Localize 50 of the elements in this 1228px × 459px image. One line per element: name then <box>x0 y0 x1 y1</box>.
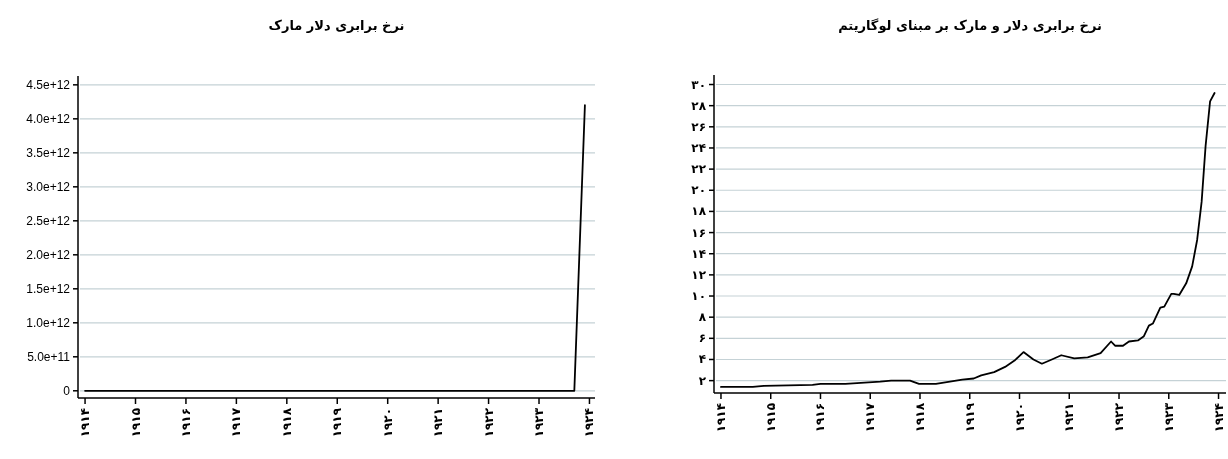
x-tick-label: ۱۹۲۱ <box>1062 403 1077 433</box>
x-tick-label: ۱۹۲۲ <box>481 407 496 438</box>
x-tick-label: ۱۹۱۷ <box>863 402 878 433</box>
y-tick-label: 4.5e+12 <box>26 77 71 92</box>
x-tick-label: ۱۹۲۰ <box>380 408 395 438</box>
y-tick-label: ۲۸ <box>691 98 707 113</box>
y-tick-label: ۶ <box>698 331 706 346</box>
chart-title: نرخ برابری دلار مارک <box>268 18 405 33</box>
x-tick-label: ۱۹۲۳ <box>532 407 547 438</box>
y-tick-label: ۲۶ <box>691 119 706 134</box>
y-tick-label: ۱۴ <box>691 246 706 261</box>
y-tick-label: ۱۰ <box>691 289 706 304</box>
y-tick-label: 4.0e+12 <box>26 111 71 126</box>
y-tick-label: 3.0e+12 <box>26 179 71 194</box>
y-tick-label: ۴ <box>698 352 706 367</box>
y-tick-label: ۳۰ <box>691 77 706 92</box>
y-tick-label: ۱۲ <box>691 267 707 282</box>
x-tick-label: ۱۹۱۸ <box>912 402 927 433</box>
x-tick-label: ۱۹۱۴ <box>78 408 93 438</box>
y-tick-label: ۱۶ <box>691 225 706 240</box>
x-tick-label: ۱۹۱۶ <box>178 408 193 438</box>
y-tick-label: ۲ <box>698 373 707 388</box>
chart-title: نرخ برابری دلار و مارک بر مبنای لوگاریتم <box>838 18 1102 33</box>
y-tick-label: 0 <box>63 383 71 398</box>
x-tick-label: ۱۹۲۴ <box>582 408 597 438</box>
y-tick-label: ۲۰ <box>691 183 706 198</box>
x-tick-label: ۱۹۱۵ <box>763 403 778 433</box>
y-tick-label: 1.5e+12 <box>26 281 71 296</box>
y-tick-label: 5.0e+11 <box>27 349 71 364</box>
line-series <box>720 92 1216 388</box>
x-tick-label: ۱۹۱۷ <box>229 407 244 438</box>
y-tick-label: ۱۸ <box>691 204 707 219</box>
x-tick-label: ۱۹۲۳ <box>1161 402 1176 433</box>
y-tick-label: 1.0e+12 <box>26 315 71 330</box>
x-tick-label: ۱۹۱۸ <box>279 407 294 438</box>
x-tick-label: ۱۹۲۴ <box>1211 403 1226 433</box>
y-tick-label: 3.5e+12 <box>26 145 71 160</box>
y-tick-label: ۲۲ <box>691 162 707 177</box>
x-tick-label: ۱۹۱۴ <box>713 403 728 433</box>
x-tick-label: ۱۹۱۵ <box>128 408 143 438</box>
y-tick-label: 2.0e+12 <box>26 247 71 262</box>
x-tick-label: ۱۹۱۶ <box>813 403 828 433</box>
x-tick-label: ۱۹۱۹ <box>962 402 977 433</box>
y-tick-label: ۸ <box>698 310 707 325</box>
x-tick-label: ۱۹۲۱ <box>431 408 446 438</box>
x-tick-label: ۱۹۱۹ <box>330 407 345 438</box>
x-tick-label: ۱۹۲۲ <box>1112 402 1127 433</box>
y-tick-label: ۲۴ <box>691 140 706 155</box>
y-tick-label: 2.5e+12 <box>26 213 71 228</box>
x-tick-label: ۱۹۲۰ <box>1012 403 1027 433</box>
